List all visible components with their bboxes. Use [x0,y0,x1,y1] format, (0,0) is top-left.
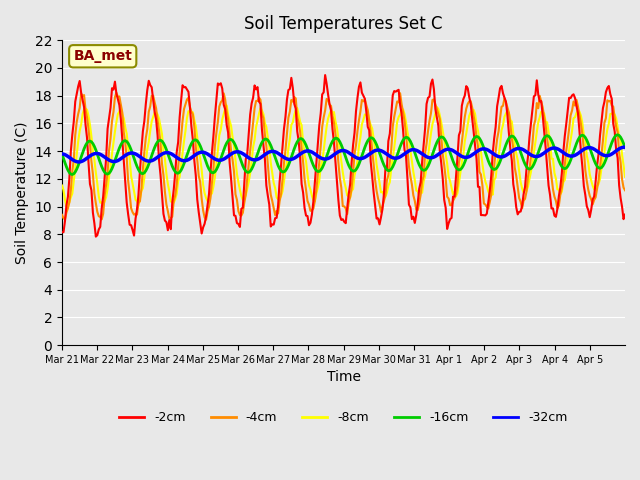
-8cm [621,174,629,180]
-8cm [620,162,627,168]
-32cm [74,159,82,165]
-2cm [58,229,66,235]
Line: -32cm: -32cm [62,147,625,162]
-4cm [95,213,102,219]
-16cm [621,144,629,150]
-32cm [621,144,629,150]
-4cm [351,151,358,157]
-32cm [79,158,86,164]
-8cm [351,172,358,178]
-16cm [461,159,468,165]
-8cm [97,200,104,205]
-4cm [58,212,66,218]
-16cm [349,168,357,174]
-2cm [546,192,554,198]
-16cm [97,160,104,166]
-2cm [351,130,358,136]
-32cm [618,144,626,150]
-32cm [545,147,552,153]
-8cm [546,137,554,143]
Title: Soil Temperatures Set C: Soil Temperatures Set C [244,15,443,33]
-4cm [463,106,470,112]
-16cm [68,172,76,178]
-4cm [620,185,627,191]
-2cm [97,224,104,230]
-2cm [92,234,100,240]
-4cm [621,187,629,193]
-16cm [614,132,621,138]
-16cm [58,151,66,157]
X-axis label: Time: Time [326,371,360,384]
-2cm [621,212,629,217]
-8cm [223,103,230,108]
-2cm [321,72,329,78]
Line: -2cm: -2cm [62,75,625,237]
Legend: -2cm, -4cm, -8cm, -16cm, -32cm: -2cm, -4cm, -8cm, -16cm, -32cm [115,407,573,430]
-2cm [463,83,470,89]
-4cm [546,162,554,168]
Line: -8cm: -8cm [62,106,625,206]
-32cm [97,151,104,157]
-2cm [620,216,627,222]
-4cm [202,217,210,223]
-2cm [77,90,85,96]
-4cm [113,90,120,96]
-8cm [79,111,86,117]
-32cm [461,155,468,160]
-32cm [58,151,66,157]
-8cm [463,131,470,136]
Line: -16cm: -16cm [62,135,625,175]
Y-axis label: Soil Temperature (C): Soil Temperature (C) [15,121,29,264]
-16cm [620,141,627,146]
-32cm [349,153,357,158]
Line: -4cm: -4cm [62,93,625,220]
-16cm [79,150,86,156]
-4cm [77,91,85,96]
-8cm [58,183,66,189]
-16cm [545,133,552,139]
-8cm [63,204,70,209]
Text: BA_met: BA_met [74,49,132,63]
